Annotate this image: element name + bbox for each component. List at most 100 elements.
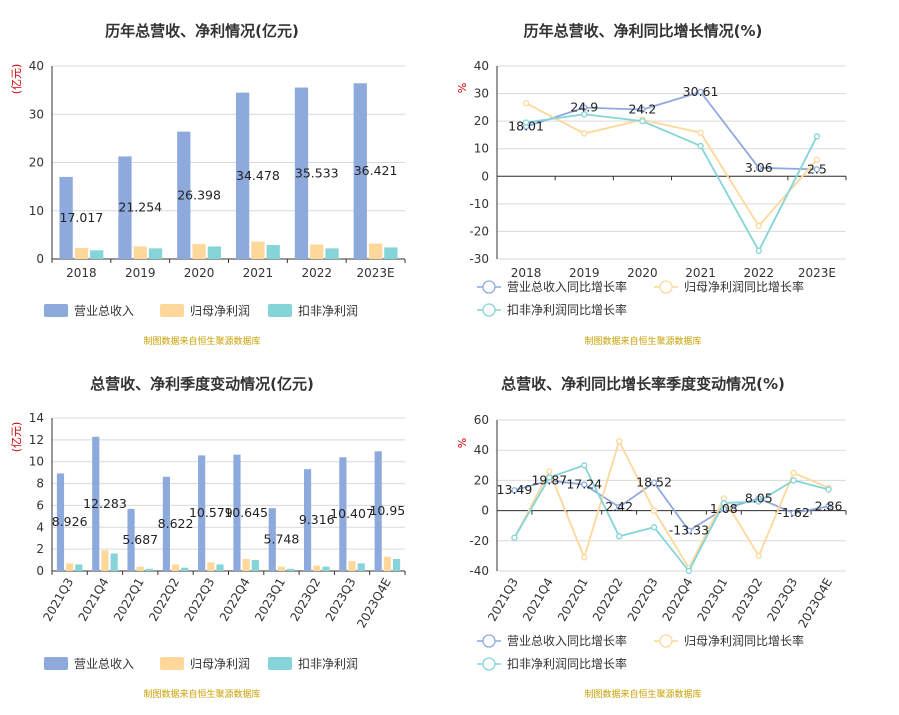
bar xyxy=(303,469,312,571)
y-tick-label: 0 xyxy=(481,169,489,183)
data-label: 2.86 xyxy=(815,498,843,513)
bar xyxy=(313,565,321,571)
y-tick-label: 20 xyxy=(474,114,489,128)
bar xyxy=(192,244,206,259)
data-point xyxy=(697,88,704,96)
legend-item[interactable]: 营业总收入同比增长率 xyxy=(477,633,627,648)
legend-item[interactable]: 扣非净利润 xyxy=(268,304,358,318)
bar xyxy=(266,245,280,259)
bar xyxy=(348,561,356,571)
legend-item[interactable]: 扣非净利润同比增长率 xyxy=(477,302,627,317)
data-label: 26.398 xyxy=(177,187,221,202)
data-label: 10.95 xyxy=(369,503,405,518)
legend-label: 营业总收入同比增长率 xyxy=(507,633,627,648)
data-label: 10.579 xyxy=(189,505,233,520)
data-point xyxy=(685,567,693,575)
x-tick-label: 2023Q2 xyxy=(729,576,765,624)
legend-item[interactable]: 营业总收入 xyxy=(44,657,134,671)
data-label: 30.61 xyxy=(683,84,719,99)
data-point xyxy=(522,100,530,107)
bar xyxy=(66,563,74,571)
x-tick-label: 2023Q1 xyxy=(252,576,288,624)
legend-item[interactable]: 营业总收入 xyxy=(44,304,134,318)
bar xyxy=(353,83,367,259)
series-line xyxy=(525,102,818,228)
series-line xyxy=(525,90,817,171)
data-point xyxy=(825,503,832,510)
x-tick-label: 2018 xyxy=(511,266,542,280)
data-label: 2.5 xyxy=(807,161,827,176)
legend-item[interactable]: 归母净利润同比增长率 xyxy=(654,633,804,648)
legend-swatch xyxy=(268,657,292,670)
data-label: 10.645 xyxy=(224,505,268,520)
legend-item[interactable]: 归母净利润同比增长率 xyxy=(654,279,804,294)
bar xyxy=(177,131,191,259)
data-point xyxy=(511,487,518,494)
data-label: 35.533 xyxy=(295,165,339,180)
bar xyxy=(235,92,250,259)
bar xyxy=(207,562,215,571)
y-axis-unit: (亿元) xyxy=(10,64,23,95)
legend-item[interactable]: 归母净利润 xyxy=(160,657,250,671)
y-tick-label: -20 xyxy=(469,224,489,238)
legend-marker xyxy=(482,634,496,648)
bar xyxy=(207,246,222,259)
bar xyxy=(75,564,83,571)
legend-item[interactable]: 营业总收入同比增长率 xyxy=(477,279,627,294)
legend-label: 扣非净利润同比增长率 xyxy=(507,656,627,671)
legend-item[interactable]: 归母净利润 xyxy=(160,304,250,318)
data-point xyxy=(616,533,623,540)
series-line xyxy=(514,479,829,532)
legend-item[interactable]: 扣非净利润 xyxy=(268,657,358,671)
data-point xyxy=(813,133,821,140)
x-tick-label: 2020 xyxy=(184,266,215,280)
y-tick-label: 6 xyxy=(36,498,44,512)
bar xyxy=(251,560,259,571)
bar xyxy=(133,246,147,259)
data-label: 1.08 xyxy=(710,501,738,516)
data-point xyxy=(616,437,623,445)
y-tick-label: 0 xyxy=(36,564,44,578)
data-point xyxy=(650,524,658,531)
y-tick-label: -10 xyxy=(469,197,489,211)
x-tick-label: 2022Q4 xyxy=(660,576,696,624)
y-tick-label: 12 xyxy=(29,433,44,447)
y-tick-label: 30 xyxy=(29,107,44,121)
data-label: -1.62 xyxy=(777,505,809,520)
y-tick-label: 10 xyxy=(29,455,44,469)
y-tick-label: 30 xyxy=(474,87,489,101)
bar xyxy=(322,566,330,571)
x-tick-label: 2020 xyxy=(627,266,658,280)
y-tick-label: -30 xyxy=(469,252,489,266)
x-tick-label: 2022Q3 xyxy=(625,576,661,624)
y-tick-label: 4 xyxy=(36,520,44,534)
legend-marker xyxy=(482,280,496,294)
x-tick-label: 2023Q3 xyxy=(764,576,800,624)
data-label: -13.33 xyxy=(669,523,709,538)
x-tick-label: 2022Q1 xyxy=(111,576,147,624)
x-tick-label: 2021 xyxy=(243,266,274,280)
data-point xyxy=(511,534,518,541)
bar xyxy=(277,566,286,571)
bar xyxy=(59,176,73,259)
legend-label: 归母净利润 xyxy=(190,304,250,318)
data-point xyxy=(790,509,797,517)
bar xyxy=(110,553,118,571)
x-tick-label: 2023E xyxy=(357,266,395,280)
bar xyxy=(383,556,391,571)
x-tick-label: 2022Q1 xyxy=(555,576,591,624)
bar xyxy=(357,563,365,571)
legend-swatch xyxy=(160,304,184,317)
legend-swatch xyxy=(160,657,184,670)
panel-quarterly-yoy: 总营收、净利同比增长率季度变动情况(%) % -40 -20 0 20 40 60 2021… xyxy=(456,375,847,700)
y-tick-label: 14 xyxy=(29,411,44,425)
bar xyxy=(145,568,154,571)
legend-swatch xyxy=(44,304,68,317)
bar xyxy=(136,566,144,571)
bar xyxy=(118,156,132,259)
legend-item[interactable]: 扣非净利润同比增长率 xyxy=(477,656,627,671)
bar xyxy=(242,558,250,571)
legend-swatch xyxy=(268,304,292,317)
y-tick-label: 8 xyxy=(36,477,44,491)
bar xyxy=(287,568,295,571)
